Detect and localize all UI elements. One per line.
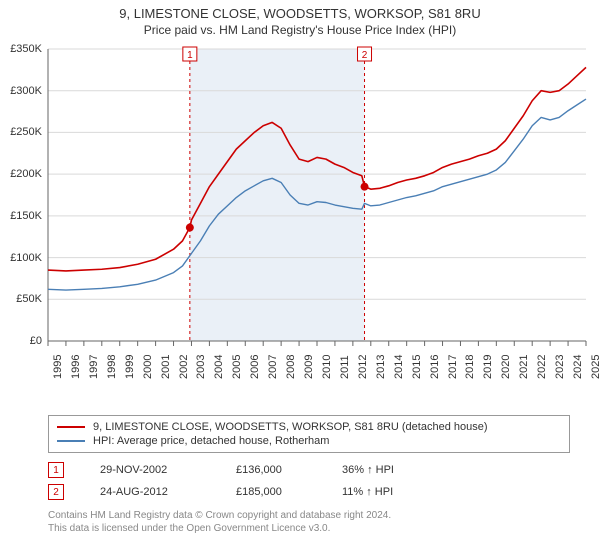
legend-item: HPI: Average price, detached house, Roth… <box>57 434 561 448</box>
x-tick-label: 2011 <box>339 355 351 379</box>
x-tick-label: 2005 <box>231 355 243 379</box>
legend-item: 9, LIMESTONE CLOSE, WOODSETTS, WORKSOP, … <box>57 420 561 434</box>
x-tick-label: 2009 <box>303 355 315 379</box>
x-tick-label: 1999 <box>124 355 136 379</box>
x-tick-label: 2006 <box>249 355 261 379</box>
x-tick-label: 1998 <box>106 355 118 379</box>
x-tick-label: 1996 <box>70 355 82 379</box>
x-tick-label: 2001 <box>160 355 172 379</box>
legend-swatch <box>57 440 85 442</box>
x-tick-label: 2019 <box>482 355 494 379</box>
footer-attribution: Contains HM Land Registry data © Crown c… <box>48 509 570 535</box>
svg-text:2: 2 <box>362 50 368 61</box>
transaction-date: 29-NOV-2002 <box>100 464 200 476</box>
y-tick-label: £100K <box>2 252 42 264</box>
transactions-table: 1 29-NOV-2002 £136,000 36% ↑ HPI 2 24-AUG-201… <box>48 459 570 503</box>
y-tick-label: £250K <box>2 126 42 138</box>
x-tick-label: 2016 <box>429 355 441 379</box>
x-tick-label: 2020 <box>500 355 512 379</box>
legend-label: HPI: Average price, detached house, Roth… <box>93 435 329 447</box>
x-tick-label: 2014 <box>393 355 405 379</box>
legend-label: 9, LIMESTONE CLOSE, WOODSETTS, WORKSOP, … <box>93 421 488 433</box>
y-tick-label: £50K <box>2 293 42 305</box>
y-tick-label: £300K <box>2 85 42 97</box>
x-tick-label: 2017 <box>447 355 459 379</box>
footer-line-1: Contains HM Land Registry data © Crown c… <box>48 509 570 522</box>
y-tick-label: £350K <box>2 43 42 55</box>
chart-container: 9, LIMESTONE CLOSE, WOODSETTS, WORKSOP, … <box>0 0 600 560</box>
transaction-row: 2 24-AUG-2012 £185,000 11% ↑ HPI <box>48 481 570 503</box>
transaction-delta: 36% ↑ HPI <box>342 464 432 476</box>
x-tick-label: 2023 <box>554 355 566 379</box>
y-tick-label: £150K <box>2 210 42 222</box>
legend-swatch <box>57 426 85 428</box>
x-tick-label: 2003 <box>195 355 207 379</box>
chart-area: 12 £0£50K£100K£150K£200K£250K£300K£350K … <box>0 41 600 411</box>
x-tick-label: 2022 <box>536 355 548 379</box>
x-tick-label: 2025 <box>590 355 600 379</box>
y-tick-label: £0 <box>2 335 42 347</box>
transaction-price: £185,000 <box>236 486 306 498</box>
transaction-date: 24-AUG-2012 <box>100 486 200 498</box>
legend-box: 9, LIMESTONE CLOSE, WOODSETTS, WORKSOP, … <box>48 415 570 453</box>
x-tick-label: 2008 <box>285 355 297 379</box>
x-tick-label: 2021 <box>518 355 530 379</box>
chart-subtitle: Price paid vs. HM Land Registry's House … <box>0 21 600 41</box>
x-tick-label: 1995 <box>52 355 64 379</box>
transaction-marker: 2 <box>48 484 64 500</box>
x-tick-label: 2012 <box>357 355 369 379</box>
x-tick-label: 2013 <box>375 355 387 379</box>
transaction-row: 1 29-NOV-2002 £136,000 36% ↑ HPI <box>48 459 570 481</box>
x-tick-label: 2024 <box>572 355 584 379</box>
x-tick-label: 2010 <box>321 355 333 379</box>
x-tick-label: 2000 <box>142 355 154 379</box>
x-tick-label: 2015 <box>411 355 423 379</box>
x-tick-label: 2018 <box>464 355 476 379</box>
y-tick-label: £200K <box>2 168 42 180</box>
x-tick-label: 2002 <box>178 355 190 379</box>
transaction-marker: 1 <box>48 462 64 478</box>
transaction-delta: 11% ↑ HPI <box>342 486 432 498</box>
x-tick-label: 1997 <box>88 355 100 379</box>
footer-line-2: This data is licensed under the Open Gov… <box>48 522 570 535</box>
x-tick-label: 2004 <box>213 355 225 379</box>
chart-title: 9, LIMESTONE CLOSE, WOODSETTS, WORKSOP, … <box>0 0 600 21</box>
svg-text:1: 1 <box>187 50 193 61</box>
x-tick-label: 2007 <box>267 355 279 379</box>
transaction-price: £136,000 <box>236 464 306 476</box>
